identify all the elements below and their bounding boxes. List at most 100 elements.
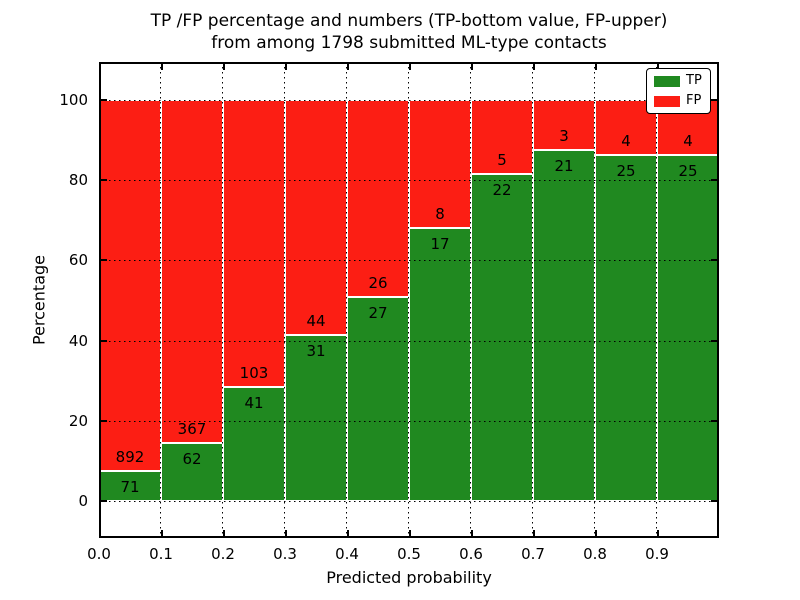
y-tick-mark — [711, 259, 717, 262]
x-tick-mark — [717, 64, 719, 70]
h-gridline — [99, 180, 719, 182]
x-tick-mark — [533, 530, 535, 536]
fp-count-label: 4 — [621, 132, 631, 151]
h-gridline — [99, 340, 719, 342]
chart-title-line1: TP /FP percentage and numbers (TP-bottom… — [150, 11, 668, 31]
y-tick-mark — [101, 179, 107, 182]
h-gridline — [99, 420, 719, 422]
x-tick-label: 0.4 — [335, 545, 359, 563]
x-tick-mark — [471, 64, 473, 70]
v-gridline — [222, 62, 223, 538]
x-tick-mark — [409, 530, 411, 536]
y-tick-label: 60 — [68, 251, 88, 270]
x-tick-mark — [471, 530, 473, 536]
x-tick-mark — [223, 64, 225, 70]
x-tick-label: 0.2 — [211, 545, 235, 563]
x-tick-label: 0.0 — [87, 545, 111, 563]
tp-bar-segment — [471, 174, 533, 501]
h-gridline — [99, 100, 719, 101]
h-gridline — [99, 501, 719, 502]
tp-count-label: 25 — [616, 162, 636, 181]
x-tick-mark — [657, 530, 659, 536]
y-tick-mark — [101, 339, 107, 342]
x-tick-mark — [409, 64, 411, 70]
tp-count-label: 27 — [368, 303, 388, 322]
fp-count-label: 892 — [115, 448, 145, 467]
y-tick-mark — [711, 339, 717, 342]
x-tick-mark — [99, 64, 101, 70]
tp-bar-segment — [595, 155, 657, 501]
tp-count-label: 62 — [182, 450, 202, 469]
x-tick-mark — [595, 530, 597, 536]
fp-count-label: 103 — [239, 363, 269, 382]
y-tick-mark — [711, 179, 717, 182]
fp-bar-segment — [161, 100, 223, 444]
h-gridline — [99, 260, 719, 262]
fp-legend-label: FP — [686, 93, 702, 108]
y-tick-mark — [711, 99, 717, 101]
legend-item-fp: FP — [654, 94, 702, 108]
chart-title-line2: from among 1798 submitted ML-type contac… — [211, 33, 607, 53]
v-gridline — [284, 62, 285, 538]
fp-bar-segment — [99, 100, 161, 472]
x-tick-mark — [595, 64, 597, 70]
fp-bar-segment — [223, 100, 285, 387]
x-tick-mark — [347, 64, 349, 70]
x-tick-mark — [161, 64, 163, 70]
legend: TP FP — [646, 68, 711, 114]
chart-title: TP /FP percentage and numbers (TP-bottom… — [99, 10, 719, 54]
tp-legend-label: TP — [686, 73, 702, 88]
y-tick-mark — [711, 419, 717, 422]
fp-count-label: 44 — [306, 312, 326, 331]
x-tick-mark — [285, 64, 287, 70]
fp-legend-swatch — [654, 95, 680, 107]
v-gridline — [470, 62, 471, 538]
tp-bar-segment — [285, 335, 347, 501]
fp-count-label: 26 — [368, 273, 388, 292]
tp-count-label: 41 — [244, 393, 264, 412]
fp-count-label: 3 — [559, 127, 569, 146]
tp-count-label: 31 — [306, 342, 326, 361]
y-tick-label: 80 — [68, 171, 88, 190]
x-tick-label: 0.6 — [459, 545, 483, 563]
x-tick-label: 0.3 — [273, 545, 297, 563]
fp-bar-segment — [285, 100, 347, 336]
y-tick-mark — [101, 419, 107, 422]
y-tick-label: 20 — [68, 411, 88, 430]
x-tick-mark — [657, 64, 659, 70]
tp-count-label: 21 — [554, 157, 574, 176]
tp-legend-swatch — [654, 75, 680, 87]
x-tick-label: 0.5 — [397, 545, 421, 563]
v-gridline — [160, 62, 161, 538]
x-tick-mark — [161, 530, 163, 536]
fp-bar-segment — [347, 100, 409, 297]
x-tick-mark — [533, 64, 535, 70]
v-gridline — [408, 62, 409, 538]
tp-count-label: 71 — [120, 478, 140, 497]
x-tick-mark — [717, 530, 719, 536]
tp-bar-segment — [409, 228, 471, 501]
v-gridline — [594, 62, 595, 538]
x-tick-label: 0.8 — [583, 545, 607, 563]
x-tick-label: 0.9 — [645, 545, 669, 563]
tp-bar-segment — [533, 150, 595, 501]
tp-count-label: 17 — [430, 235, 450, 254]
x-tick-mark — [223, 530, 225, 536]
fp-count-label: 5 — [497, 151, 507, 170]
y-tick-mark — [711, 500, 717, 502]
y-tick-label: 40 — [68, 331, 88, 350]
legend-item-tp: TP — [654, 74, 702, 88]
fp-count-label: 8 — [435, 205, 445, 224]
tp-count-label: 25 — [678, 162, 698, 181]
v-gridline — [656, 62, 657, 538]
plot-area: TP FP 892 71 367 62 103 41 44 31 26 27 8 17 5 22 3 21 4 2… — [99, 62, 719, 538]
y-tick-mark — [101, 99, 107, 101]
y-tick-mark — [101, 500, 107, 502]
y-tick-label: 0 — [78, 492, 88, 510]
x-tick-mark — [99, 530, 101, 536]
x-tick-label: 0.7 — [521, 545, 545, 563]
x-tick-mark — [347, 530, 349, 536]
tp-count-label: 22 — [492, 181, 512, 200]
fp-count-label: 367 — [177, 420, 207, 439]
